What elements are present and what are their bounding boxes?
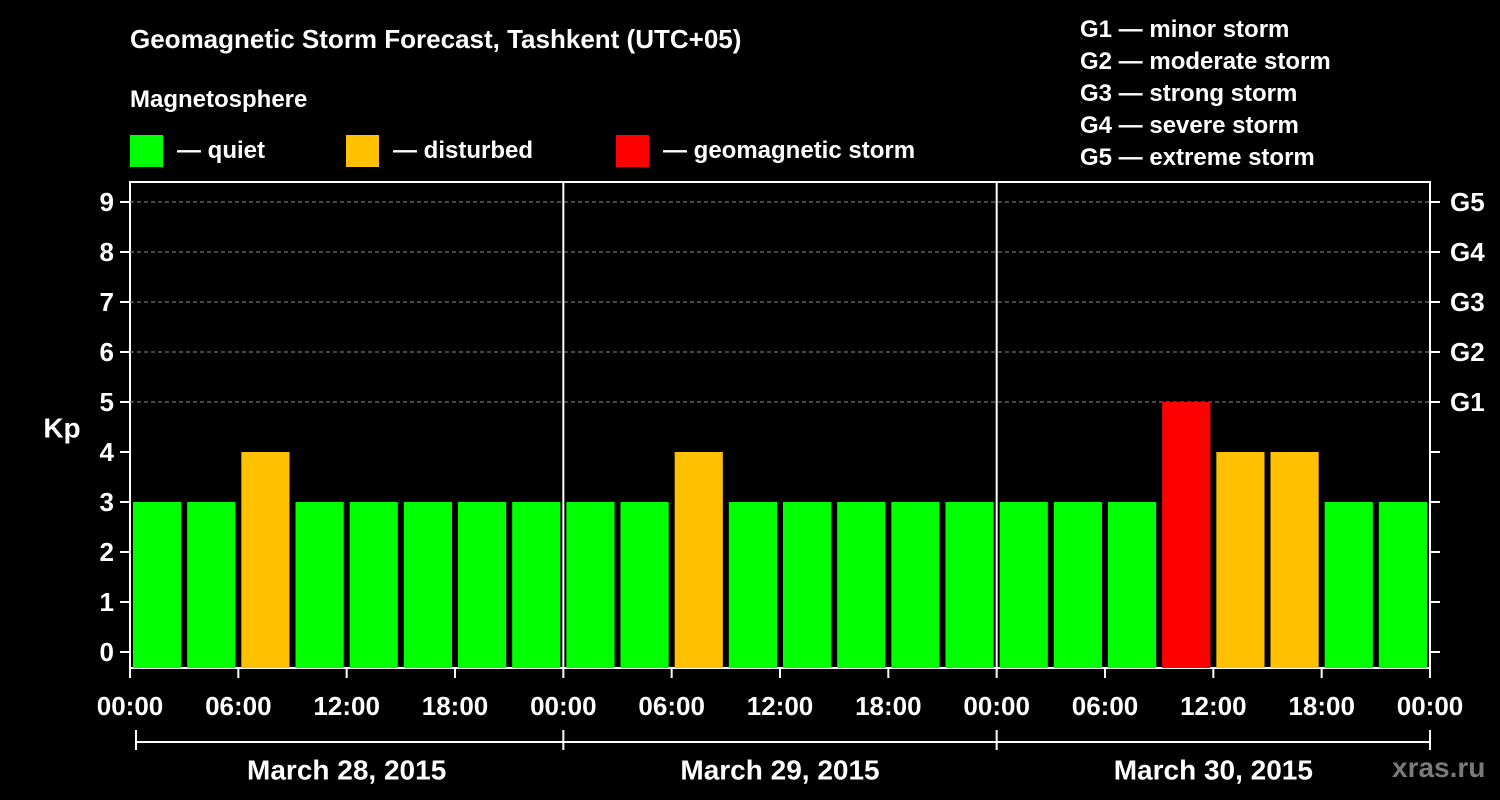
kp-bar	[783, 502, 832, 668]
x-tick-label: 00:00	[530, 691, 597, 721]
x-tick-label: 06:00	[205, 691, 272, 721]
kp-bar	[1324, 502, 1373, 668]
legend-quiet: — quiet	[130, 135, 265, 167]
kp-bar	[837, 502, 886, 668]
kp-bar	[349, 502, 398, 668]
kp-bar	[458, 502, 507, 668]
legend-storm: — geomagnetic storm	[616, 135, 915, 167]
g-level-label: G3	[1450, 287, 1485, 317]
date-label: March 28, 2015	[247, 755, 446, 786]
g-level-label: G1	[1450, 387, 1485, 417]
chart-title: Geomagnetic Storm Forecast, Tashkent (UT…	[130, 24, 742, 54]
g-level-label: G2	[1450, 337, 1485, 367]
kp-bar	[512, 502, 561, 668]
kp-bar	[945, 502, 994, 668]
kp-bar	[1270, 452, 1319, 668]
g-scale-item: G5 — extreme storm	[1080, 144, 1315, 171]
kp-bar	[295, 502, 344, 668]
legend-disturbed: — disturbed	[346, 135, 533, 167]
kp-bar	[1053, 502, 1102, 668]
g-scale-item: G2 — moderate storm	[1080, 48, 1331, 75]
y-tick-label: 7	[100, 287, 114, 317]
g-scale-item: G1 — minor storm	[1080, 16, 1290, 43]
kp-bar	[566, 502, 615, 668]
kp-bar	[1108, 502, 1157, 668]
legend-storm-label: — geomagnetic storm	[663, 137, 916, 164]
kp-bar	[1162, 402, 1211, 668]
y-tick-label: 9	[100, 187, 114, 217]
x-tick-label: 18:00	[422, 691, 489, 721]
legend-quiet-label: — quiet	[177, 137, 265, 164]
legend-quiet-swatch	[130, 135, 163, 167]
y-tick-label: 2	[100, 537, 114, 567]
x-tick-label: 18:00	[855, 691, 922, 721]
kp-bar	[728, 502, 777, 668]
g-level-label: G5	[1450, 187, 1485, 217]
kp-bar	[403, 502, 452, 668]
watermark: xras.ru	[1392, 752, 1486, 783]
x-tick-label: 06:00	[1072, 691, 1139, 721]
y-axis-label: Kp	[43, 413, 80, 444]
y-tick-label: 3	[100, 487, 114, 517]
y-tick-label: 6	[100, 337, 114, 367]
g-scale-legend: G1 — minor storm G2 — moderate storm G3 …	[1080, 14, 1331, 174]
kp-bar	[620, 502, 669, 668]
x-tick-label: 12:00	[747, 691, 814, 721]
x-tick-label: 00:00	[1397, 691, 1464, 721]
kp-bar	[187, 502, 236, 668]
kp-bar	[241, 452, 290, 668]
y-tick-label: 1	[100, 587, 114, 617]
kp-bar	[1216, 452, 1265, 668]
g-level-label: G4	[1450, 237, 1485, 267]
date-label: March 29, 2015	[680, 755, 879, 786]
date-label: March 30, 2015	[1114, 755, 1313, 786]
chart-subtitle: Magnetosphere	[130, 86, 308, 113]
x-tick-label: 00:00	[963, 691, 1030, 721]
kp-bar	[1378, 502, 1427, 668]
kp-bar	[133, 502, 182, 668]
x-tick-label: 00:00	[97, 691, 164, 721]
x-tick-label: 06:00	[638, 691, 705, 721]
y-tick-label: 0	[100, 637, 114, 667]
kp-bar	[674, 452, 723, 668]
x-tick-label: 12:00	[1180, 691, 1247, 721]
y-tick-label: 5	[100, 387, 114, 417]
y-tick-label: 4	[100, 437, 115, 467]
legend-disturbed-swatch	[346, 135, 379, 167]
legend-disturbed-label: — disturbed	[393, 137, 534, 164]
kp-bar	[891, 502, 940, 668]
g-scale-item: G3 — strong storm	[1080, 80, 1298, 107]
kp-bar	[999, 502, 1048, 668]
x-tick-label: 18:00	[1288, 691, 1355, 721]
legend-storm-swatch	[616, 135, 649, 167]
x-tick-label: 12:00	[313, 691, 380, 721]
g-scale-item: G4 — severe storm	[1080, 112, 1299, 139]
y-tick-label: 8	[100, 237, 114, 267]
